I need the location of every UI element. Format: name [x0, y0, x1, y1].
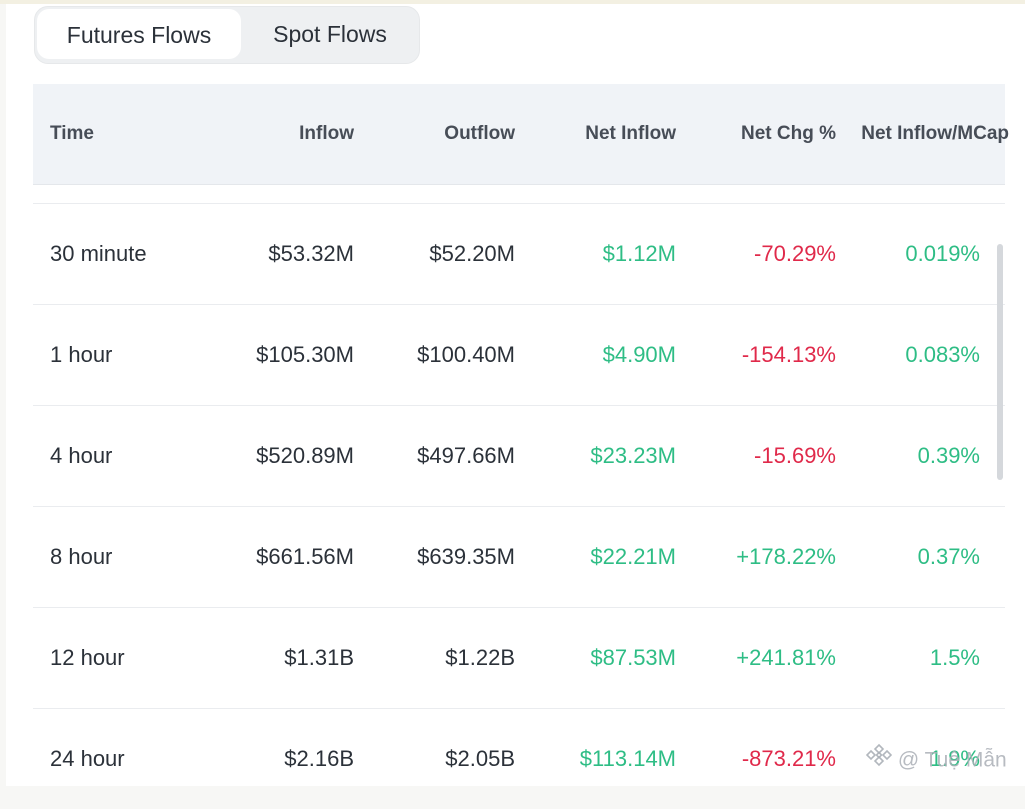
cell-outflow: $497.66M	[417, 443, 515, 468]
cell-net-inflow: $4.90M	[602, 342, 676, 367]
cell-inflow: $2.16B	[284, 746, 354, 771]
cell-net-chg: +241.81%	[736, 645, 836, 670]
cell-net-chg: +178.22%	[736, 544, 836, 569]
flow-table: Time Inflow Outflow Net Inflow Net Chg %…	[33, 84, 1009, 809]
cell-time: 1 hour	[50, 342, 113, 367]
cell-net-chg: -70.29%	[754, 241, 836, 266]
cell-outflow: $100.40M	[417, 342, 515, 367]
table-row: 30 minute $53.32M $52.20M $1.12M -70.29%…	[33, 204, 1005, 305]
top-strip	[0, 0, 1025, 4]
cell-outflow: $52.20M	[429, 241, 515, 266]
tab-futures-flows[interactable]: Futures Flows	[37, 9, 241, 59]
cell-time: 30 minute	[50, 241, 147, 266]
cell-inflow: $105.30M	[256, 342, 354, 367]
cell-inflow: $520.89M	[256, 443, 354, 468]
cell-net-inflow-mcap: 1.5%	[929, 645, 980, 670]
table-row: 4 hour $520.89M $497.66M $23.23M -15.69%…	[33, 406, 1005, 507]
cell-outflow: $2.05B	[445, 746, 515, 771]
table-spacer	[33, 185, 1005, 204]
cell-net-inflow-mcap: 0.019%	[905, 241, 980, 266]
cell-inflow: $53.32M	[268, 241, 354, 266]
cell-outflow: $1.22B	[445, 645, 515, 670]
cell-net-inflow-mcap: 0.083%	[905, 342, 980, 367]
cell-net-inflow: $22.21M	[590, 544, 676, 569]
table-row: 1 hour $105.30M $100.40M $4.90M -154.13%…	[33, 305, 1005, 406]
cell-net-inflow-mcap: 0.39%	[917, 443, 980, 468]
cell-net-chg: -15.69%	[754, 443, 836, 468]
table-row: 8 hour $661.56M $639.35M $22.21M +178.22…	[33, 507, 1005, 608]
table-header: Time Inflow Outflow Net Inflow Net Chg %…	[33, 84, 1009, 185]
cell-net-inflow: $1.12M	[602, 241, 676, 266]
table-row: 12 hour $1.31B $1.22B $87.53M +241.81% 1…	[33, 608, 1005, 709]
table-row: 24 hour $2.16B $2.05B $113.14M -873.21% …	[33, 709, 1005, 809]
header-time: Time	[50, 123, 95, 144]
header-inflow: Inflow	[299, 123, 354, 144]
watermark-text: @ Tuệ Mẫn	[897, 748, 1007, 772]
cell-time: 4 hour	[50, 443, 113, 468]
binance-logo-icon	[865, 742, 893, 780]
cell-net-inflow-mcap: 0.37%	[917, 544, 980, 569]
cell-inflow: $1.31B	[284, 645, 354, 670]
header-outflow: Outflow	[444, 123, 515, 144]
fund-flow-panel: Futures Flows Spot Flows Time Inflow Out…	[6, 4, 1025, 786]
cell-time: 12 hour	[50, 645, 125, 670]
flow-type-tabs: Futures Flows Spot Flows	[34, 6, 420, 64]
cell-net-inflow: $113.14M	[579, 746, 676, 771]
cell-time: 8 hour	[50, 544, 113, 569]
table-scrollbar[interactable]	[997, 244, 1003, 480]
tab-spot-flows[interactable]: Spot Flows	[273, 21, 387, 47]
header-net-inflow-mcap: Net Inflow/MCap	[861, 123, 1009, 144]
cell-time: 24 hour	[50, 746, 125, 771]
cell-inflow: $661.56M	[256, 544, 354, 569]
watermark: @ Tuệ Mẫn	[865, 742, 1022, 780]
cell-net-chg: -154.13%	[741, 342, 836, 367]
cell-net-chg: -873.21%	[741, 746, 836, 771]
cell-net-inflow-mcap: 1.9%	[929, 746, 980, 771]
cell-outflow: $639.35M	[417, 544, 515, 569]
header-net-chg: Net Chg %	[741, 123, 836, 144]
cell-net-inflow: $23.23M	[590, 443, 676, 468]
header-net-inflow: Net Inflow	[585, 123, 676, 144]
cell-net-inflow: $87.53M	[590, 645, 676, 670]
